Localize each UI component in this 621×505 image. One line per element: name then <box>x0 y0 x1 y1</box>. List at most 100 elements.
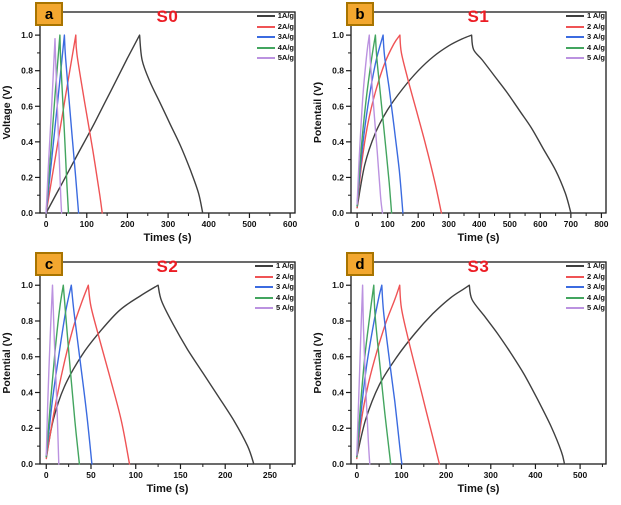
svg-text:0: 0 <box>355 219 360 229</box>
legend-line-swatch <box>565 46 584 49</box>
legend-b: 1 A/g 2 A/g 3 A/g 4 A/g 5 A/g <box>565 11 605 63</box>
panel-a: 0 100 200 300 400 500 600 0.0 0.2 0.4 0.6 0.8 1.0 Tim… <box>0 0 310 250</box>
legend-line-swatch <box>565 275 584 278</box>
svg-text:300: 300 <box>161 219 175 229</box>
gcd-curve-4a/g <box>356 34 393 214</box>
gcd-curve-4a/g <box>45 284 81 465</box>
legend-label: 2 A/g <box>586 271 605 281</box>
legend-label: 4 A/g <box>275 292 294 302</box>
chart-plot-b: 0 100 200 300 400 500 600 700 800 0.0 0.2 0.4 0.6 0.8… <box>312 11 609 244</box>
svg-text:800: 800 <box>594 219 608 229</box>
legend-line-swatch <box>565 307 584 310</box>
legend-item: 1 A/g <box>565 11 605 20</box>
legend-label: 1A/g <box>277 11 294 20</box>
svg-text:0.4: 0.4 <box>21 387 33 397</box>
svg-text:50: 50 <box>86 470 96 480</box>
legend-line-swatch <box>565 15 584 17</box>
legend-item: 1 A/g <box>254 261 294 270</box>
legend-label: 3 A/g <box>586 32 605 42</box>
gcd-curve-1a/g <box>356 284 566 465</box>
legend-label: 4 A/g <box>586 42 605 52</box>
gcd-curve-2a/g <box>356 34 443 214</box>
panel-c: 0 50 100 150 200 250 0.0 0.2 0.4 0.6 0.8 1.0 Time (s… <box>0 250 310 505</box>
gcd-curve-3a/g <box>45 34 80 214</box>
panel-badge-b: b <box>346 2 374 26</box>
svg-text:0: 0 <box>44 219 49 229</box>
y-axis-label: Potentail (V) <box>312 82 324 143</box>
svg-text:600: 600 <box>533 219 547 229</box>
gcd-curve-5a/g <box>356 284 371 465</box>
panel-title-s3: S3 <box>467 257 490 276</box>
svg-text:500: 500 <box>242 219 256 229</box>
legend-label: 1 A/g <box>275 261 294 270</box>
legend-item: 5 A/g <box>254 303 294 313</box>
svg-text:700: 700 <box>564 219 578 229</box>
legend-item: 2 A/g <box>565 21 605 31</box>
legend-d: 1 A/g 2 A/g 3 A/g 4 A/g 5 A/g <box>565 261 605 312</box>
svg-text:1.0: 1.0 <box>332 280 344 290</box>
svg-text:0.4: 0.4 <box>332 387 344 397</box>
y-axis-label: Voltage (V) <box>1 85 13 139</box>
gcd-curve-2a/g <box>45 284 131 465</box>
legend-label: 1 A/g <box>586 261 605 270</box>
svg-text:100: 100 <box>129 470 143 480</box>
legend-line-swatch <box>565 265 584 267</box>
gcd-curve-5a/g <box>356 34 384 214</box>
legend-label: 5 A/g <box>275 303 294 313</box>
svg-text:0.8: 0.8 <box>332 316 344 326</box>
svg-text:400: 400 <box>472 219 486 229</box>
gcd-curve-1a/g <box>45 34 204 214</box>
chart-plot-c: 0 50 100 150 200 250 0.0 0.2 0.4 0.6 0.8 1.0 Time (s… <box>1 261 296 495</box>
legend-item: 4 A/g <box>565 42 605 52</box>
legend-item: 2A/g <box>256 22 294 31</box>
legend-c: 1 A/g 2 A/g 3 A/g 4 A/g 5 A/g <box>254 261 294 313</box>
svg-text:0.6: 0.6 <box>21 352 33 362</box>
svg-text:0.2: 0.2 <box>21 423 33 433</box>
legend-line-swatch <box>256 36 275 39</box>
x-axis-label: Times (s) <box>143 232 191 244</box>
svg-text:300: 300 <box>442 219 456 229</box>
panel-title-s1: S1 <box>467 7 490 26</box>
chart-plot-d: 0 100 200 300 400 500 0.0 0.2 0.4 0.6 0.8 1.0 Time (… <box>312 261 607 495</box>
x-axis-label: Time (s) <box>147 483 189 495</box>
svg-text:0.4: 0.4 <box>21 137 33 147</box>
gcd-curve-3a/g <box>45 284 93 465</box>
legend-label: 5 A/g <box>586 53 605 63</box>
svg-text:0.8: 0.8 <box>21 66 33 76</box>
gcd-curve-5a/g <box>45 284 60 465</box>
legend-item: 5A/g <box>256 53 294 63</box>
panel-title-s0: S0 <box>156 7 179 26</box>
svg-text:0.0: 0.0 <box>21 208 33 218</box>
svg-text:0.0: 0.0 <box>332 459 344 469</box>
gcd-curve-1a/g <box>356 34 572 214</box>
legend-line-swatch <box>254 296 273 299</box>
svg-text:600: 600 <box>283 219 297 229</box>
svg-text:200: 200 <box>120 219 134 229</box>
y-axis-label: Potential (V) <box>312 332 324 393</box>
legend-label: 1 A/g <box>586 11 605 20</box>
legend-item: 3 A/g <box>254 283 294 291</box>
svg-text:200: 200 <box>439 470 453 480</box>
svg-text:300: 300 <box>484 470 498 480</box>
gcd-curve-4a/g <box>45 34 70 214</box>
svg-text:0.6: 0.6 <box>332 352 344 362</box>
svg-text:0.2: 0.2 <box>332 423 344 433</box>
gcd-curve-4a/g <box>356 284 392 465</box>
legend-label: 5A/g <box>277 53 294 63</box>
legend-a: 1A/g 2A/g 3A/g 4A/g 5A/g <box>256 11 294 63</box>
legend-item: 3 A/g <box>565 32 605 42</box>
svg-text:500: 500 <box>503 219 517 229</box>
svg-text:1.0: 1.0 <box>21 30 33 40</box>
svg-text:0.8: 0.8 <box>21 316 33 326</box>
legend-line-swatch <box>565 286 584 289</box>
svg-text:200: 200 <box>218 470 232 480</box>
legend-line-swatch <box>256 25 275 28</box>
svg-text:200: 200 <box>411 219 425 229</box>
legend-line-swatch <box>565 296 584 299</box>
legend-label: 3 A/g <box>586 282 605 292</box>
svg-text:100: 100 <box>394 470 408 480</box>
legend-label: 2 A/g <box>586 21 605 31</box>
x-axis-label: Time (s) <box>458 232 500 244</box>
legend-item: 5 A/g <box>565 53 605 63</box>
